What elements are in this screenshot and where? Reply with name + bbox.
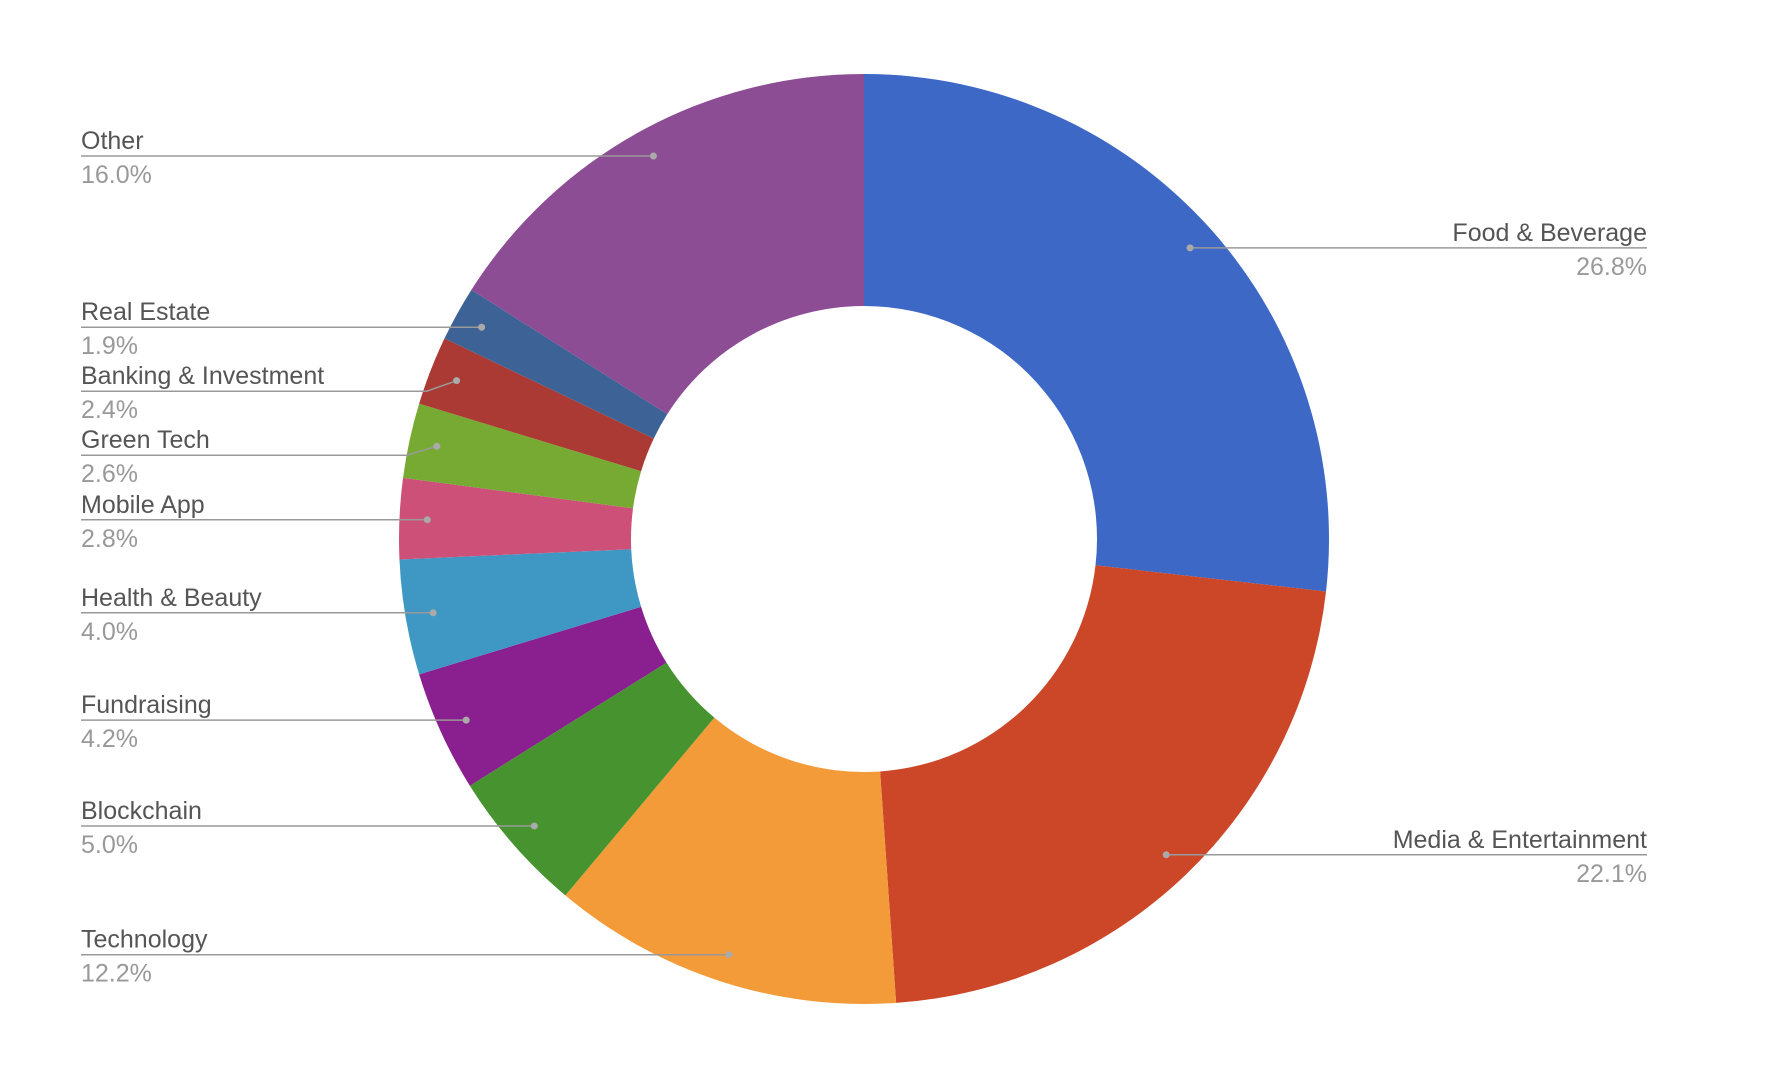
- leader-dot: [453, 377, 461, 385]
- slice: [403, 403, 642, 509]
- slice: [880, 565, 1327, 1003]
- slice: [419, 606, 667, 786]
- leader-dot: [725, 951, 733, 959]
- slice-label: Real Estate: [81, 298, 210, 326]
- slice: [469, 662, 715, 896]
- slice-value-label: 22.1%: [1576, 860, 1647, 888]
- leader-line: [81, 379, 457, 392]
- leader-dot: [1186, 244, 1194, 252]
- leader-dot: [649, 152, 657, 160]
- slice-value-label: 16.0%: [81, 161, 152, 189]
- leader-dot: [1162, 851, 1170, 859]
- slice-label: Mobile App: [81, 491, 205, 519]
- leader-dot: [462, 716, 470, 724]
- leader-line: [81, 445, 438, 456]
- slice-value-label: 1.9%: [81, 332, 138, 360]
- slice-label: Other: [81, 127, 144, 155]
- slice-label: Green Tech: [81, 426, 210, 454]
- slice: [398, 477, 634, 560]
- slice-label: Media & Entertainment: [1393, 826, 1647, 854]
- leader-dot: [530, 822, 538, 830]
- slice: [565, 717, 897, 1004]
- leader-dot: [478, 323, 486, 331]
- slice-value-label: 26.8%: [1576, 253, 1647, 281]
- slice: [399, 549, 642, 675]
- slice: [864, 74, 1329, 592]
- leader-dot: [433, 442, 441, 450]
- leader-dot: [429, 609, 437, 617]
- slice-label: Banking & Investment: [81, 362, 324, 390]
- slice-label: Blockchain: [81, 797, 202, 825]
- slice-value-label: 12.2%: [81, 960, 152, 988]
- slice-value-label: 5.0%: [81, 831, 138, 859]
- slice-label: Technology: [81, 926, 208, 954]
- slice-value-label: 4.2%: [81, 725, 138, 753]
- slice-value-label: 2.6%: [81, 460, 138, 488]
- slice-value-label: 4.0%: [81, 618, 138, 646]
- slice: [444, 289, 668, 439]
- slice: [419, 338, 654, 472]
- slice-label: Fundraising: [81, 691, 212, 719]
- slice-label: Food & Beverage: [1452, 219, 1647, 247]
- leader-dot: [423, 516, 431, 524]
- slice-label: Health & Beauty: [81, 584, 262, 612]
- slice-value-label: 2.4%: [81, 396, 138, 424]
- slice-value-label: 2.8%: [81, 525, 138, 553]
- slice: [471, 74, 864, 415]
